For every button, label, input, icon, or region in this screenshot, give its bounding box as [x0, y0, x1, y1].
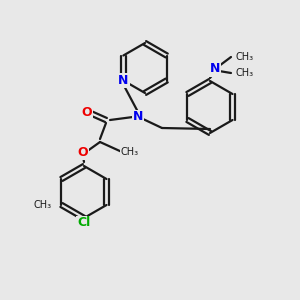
Text: N: N [118, 74, 128, 87]
Text: CH₃: CH₃ [121, 147, 139, 157]
Text: Cl: Cl [77, 217, 91, 230]
Text: O: O [82, 106, 92, 118]
Text: CH₃: CH₃ [235, 52, 253, 62]
Text: N: N [133, 110, 143, 124]
Text: N: N [210, 62, 220, 76]
Text: CH₃: CH₃ [33, 200, 52, 210]
Text: CH₃: CH₃ [235, 68, 253, 78]
Text: O: O [78, 146, 88, 158]
